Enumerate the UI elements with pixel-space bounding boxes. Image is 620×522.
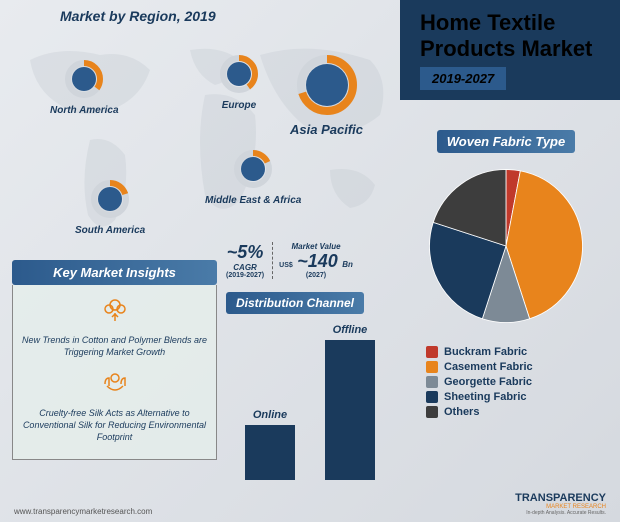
insight-item: New Trends in Cotton and Polymer Blends … [21, 293, 208, 358]
hands-icon [21, 366, 208, 405]
legend-item: Sheeting Fabric [426, 391, 606, 403]
legend-label: Sheeting Fabric [444, 391, 527, 403]
region-europe: Europe [220, 55, 258, 111]
bar-rect [245, 425, 295, 480]
bar-rect [325, 340, 375, 480]
mv-unit: Bn [342, 260, 353, 269]
mv-sub: (2027) [279, 272, 353, 279]
insight-text: Cruelty-free Silk Acts as Alternative to… [21, 408, 208, 443]
brand-tag: In-depth Analysis. Accurate Results. [515, 510, 606, 516]
cagr-label: CAGR [226, 263, 264, 272]
legend-swatch [426, 361, 438, 373]
pie-title: Woven Fabric Type [437, 130, 575, 153]
main-title: Home Textile Products Market [420, 10, 600, 63]
legend-label: Others [444, 406, 479, 418]
cagr-stat: ~5% CAGR (2019-2027) [226, 242, 273, 279]
brand-logo: TRANSPARENCY MARKET RESEARCH In-depth An… [515, 492, 606, 516]
mv-value: ~140 [297, 251, 338, 271]
bar-offline: Offline [325, 324, 375, 480]
bar-online: Online [245, 409, 295, 480]
mv-pre: US$ [279, 262, 293, 269]
cotton-icon [21, 293, 208, 332]
bar-chart: Online Offline [230, 320, 390, 480]
footer-url: www.transparencymarketresearch.com [14, 507, 152, 516]
legend-item: Georgette Fabric [426, 376, 606, 388]
cagr-sub: (2019-2027) [226, 272, 264, 279]
region-south-america: South America [75, 180, 145, 236]
market-value-stat: Market Value US$ ~140 Bn (2027) [279, 242, 361, 279]
bar-label: Offline [325, 324, 375, 336]
legend-swatch [426, 406, 438, 418]
insights-panel: Key Market Insights New Trends in Cotton… [12, 260, 217, 460]
region-header: Market by Region, 2019 [60, 8, 216, 24]
region-asia-pacific: Asia Pacific [290, 55, 363, 137]
stats-row: ~5% CAGR (2019-2027) Market Value US$ ~1… [226, 242, 361, 279]
title-box: Home Textile Products Market 2019-2027 [400, 0, 620, 100]
insights-body: New Trends in Cotton and Polymer Blends … [12, 285, 217, 460]
insight-item: Cruelty-free Silk Acts as Alternative to… [21, 366, 208, 443]
legend-swatch [426, 376, 438, 388]
legend-label: Georgette Fabric [444, 376, 532, 388]
pie-section: Woven Fabric Type Buckram Fabric Casemen… [406, 130, 606, 421]
insights-title: Key Market Insights [12, 260, 217, 285]
pie-legend: Buckram Fabric Casement Fabric Georgette… [406, 346, 606, 418]
insight-text: New Trends in Cotton and Polymer Blends … [21, 335, 208, 358]
region-middle-east-africa: Middle East & Africa [205, 150, 301, 206]
brand-line1: TRANSPARENCY [515, 492, 606, 504]
legend-label: Casement Fabric [444, 361, 533, 373]
mv-label: Market Value [279, 242, 353, 251]
legend-item: Buckram Fabric [426, 346, 606, 358]
legend-item: Casement Fabric [426, 361, 606, 373]
years-badge: 2019-2027 [420, 67, 506, 90]
legend-swatch [426, 346, 438, 358]
bar-label: Online [245, 409, 295, 421]
dist-title: Distribution Channel [226, 292, 364, 314]
legend-label: Buckram Fabric [444, 346, 527, 358]
legend-item: Others [426, 406, 606, 418]
pie-chart [421, 161, 591, 331]
region-north-america: North America [50, 60, 119, 116]
legend-swatch [426, 391, 438, 403]
cagr-value: ~5% [226, 242, 264, 263]
